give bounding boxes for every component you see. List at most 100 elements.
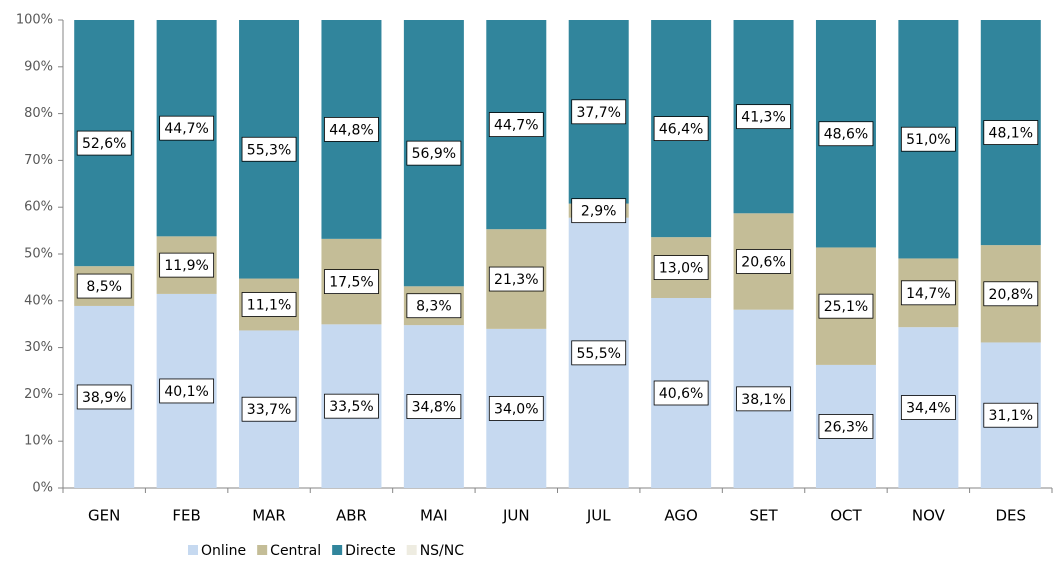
y-tick-label: 0% (32, 481, 53, 496)
value-label: 8,3% (416, 299, 452, 315)
value-label-box (76, 273, 132, 299)
legend-swatch (257, 545, 268, 555)
value-label-box (241, 292, 297, 317)
value-label: 44,8% (329, 122, 373, 138)
y-tick-label: 80% (24, 106, 53, 121)
value-label: 26,3% (824, 419, 868, 435)
value-label: 33,7% (247, 402, 291, 418)
value-label-box (406, 394, 462, 419)
x-tick-label: OCT (830, 507, 862, 525)
value-label-box (818, 293, 874, 319)
value-label-box (736, 104, 791, 130)
value-label: 11,1% (247, 297, 291, 313)
value-label-box (571, 198, 627, 224)
x-tick-label: FEB (172, 507, 200, 525)
legend-label: Directe (345, 543, 396, 559)
value-label: 14,7% (906, 286, 950, 302)
value-label-box (571, 340, 627, 366)
value-label: 44,7% (164, 121, 208, 137)
value-label: 2,9% (581, 204, 617, 220)
x-tick-label: ABR (336, 507, 367, 525)
y-tick-label: 50% (24, 247, 53, 262)
y-tick-label: 20% (24, 387, 53, 402)
value-label-box (324, 393, 379, 419)
value-label: 11,9% (164, 258, 208, 274)
x-tick-label: AGO (664, 507, 697, 525)
value-label: 31,1% (989, 408, 1033, 424)
value-label: 52,6% (82, 136, 126, 152)
y-tick-label: 100% (16, 13, 53, 28)
value-label: 37,7% (576, 105, 620, 121)
value-label: 17,5% (329, 275, 373, 291)
y-tick-label: 40% (24, 293, 53, 308)
value-label-box (653, 380, 709, 406)
value-label-box (983, 120, 1039, 145)
value-label-box (818, 121, 874, 147)
value-label-box (736, 249, 791, 274)
value-label: 40,1% (164, 384, 208, 400)
value-label-box (900, 280, 956, 306)
value-label: 48,1% (989, 126, 1033, 142)
value-label: 56,9% (412, 146, 456, 162)
value-label-box (653, 255, 709, 280)
value-label: 34,0% (494, 401, 538, 417)
value-label: 38,9% (82, 390, 126, 406)
x-tick-label: MAI (420, 507, 448, 525)
x-tick-label: JUN (502, 507, 530, 525)
legend-swatch (188, 545, 198, 555)
x-tick-label: JUL (586, 507, 611, 525)
value-label-box (818, 414, 874, 439)
x-tick-label: MAR (252, 507, 286, 525)
value-label-box (159, 378, 215, 404)
value-label-box (488, 112, 544, 137)
value-label-box (76, 384, 132, 410)
value-label: 48,6% (824, 127, 868, 143)
value-label-box (900, 126, 956, 152)
value-label-box (241, 396, 297, 422)
value-label: 34,4% (906, 401, 950, 417)
value-label-box (571, 99, 627, 125)
value-label: 38,1% (741, 392, 785, 408)
value-label-box (406, 140, 462, 166)
value-label-box (736, 386, 791, 412)
value-label-box (324, 269, 379, 295)
value-label-box (76, 130, 132, 156)
value-label-box (900, 395, 956, 420)
value-label-box (159, 252, 215, 278)
legend-swatch (332, 545, 343, 555)
value-label-box (241, 136, 297, 162)
x-tick-label: GEN (88, 507, 120, 525)
y-tick-label: 70% (24, 153, 53, 168)
value-label: 21,3% (494, 272, 538, 288)
value-label: 34,8% (412, 400, 456, 416)
legend-label: Central (270, 543, 321, 559)
value-label: 20,8% (989, 287, 1033, 303)
value-label: 51,0% (906, 132, 950, 148)
value-label: 55,3% (247, 142, 291, 158)
value-label-box (406, 293, 462, 319)
value-label: 46,4% (659, 122, 703, 138)
x-tick-label: SET (749, 507, 778, 525)
value-label: 33,5% (329, 399, 373, 415)
y-tick-label: 60% (24, 200, 53, 215)
legend-swatch (406, 545, 417, 555)
y-tick-label: 30% (24, 340, 53, 355)
value-label: 25,1% (824, 299, 868, 315)
value-label-box (983, 402, 1039, 428)
y-tick-label: 10% (24, 434, 53, 449)
value-label: 55,5% (576, 346, 620, 362)
y-tick-label: 90% (24, 59, 53, 74)
x-tick-label: NOV (912, 507, 946, 525)
x-tick-label: DES (996, 507, 1027, 525)
value-label-box (159, 115, 215, 141)
value-label-box (983, 281, 1039, 307)
legend-label: Online (201, 543, 246, 559)
value-label-box (488, 396, 544, 421)
value-label: 40,6% (659, 386, 703, 402)
value-label: 13,0% (659, 261, 703, 277)
value-label: 8,5% (86, 279, 122, 295)
value-label: 41,3% (741, 110, 785, 126)
legend-label: NS/NC (420, 543, 465, 559)
value-label: 20,6% (741, 254, 785, 270)
